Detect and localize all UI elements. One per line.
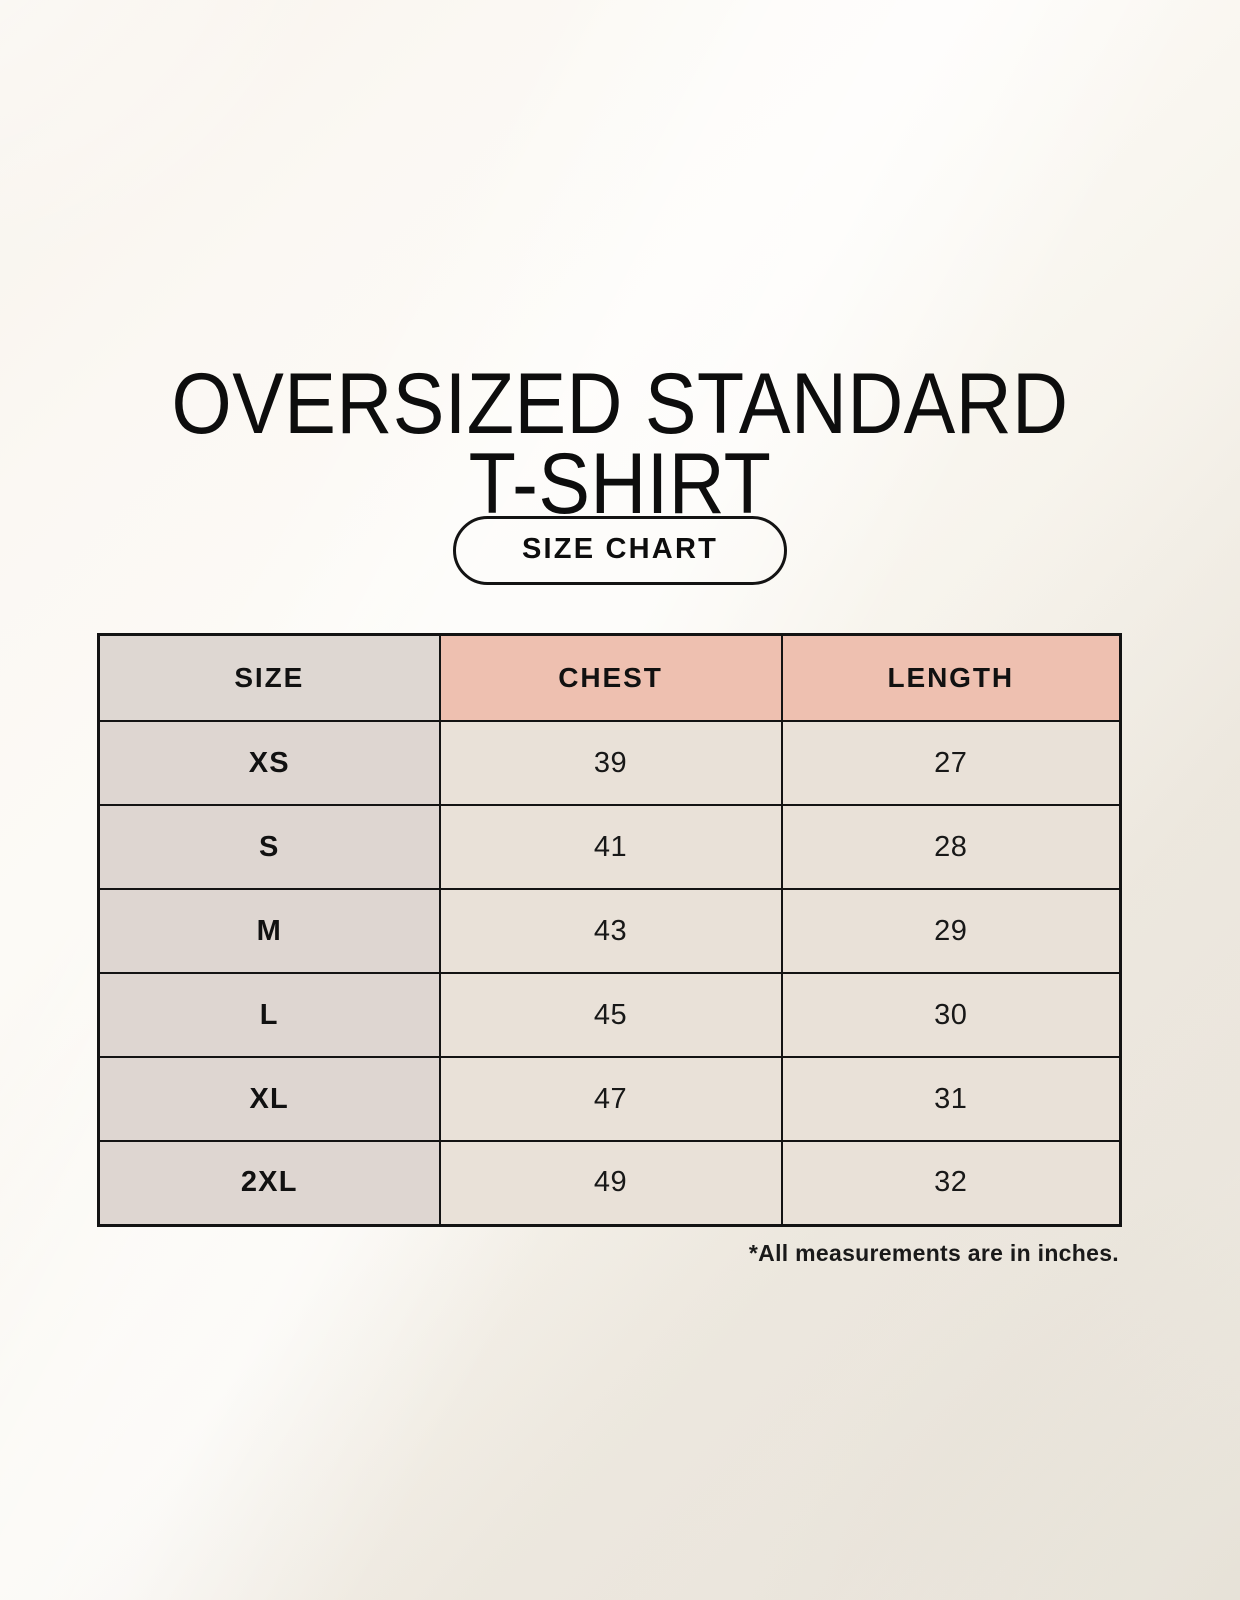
column-header-chest: CHEST [438,633,783,722]
size-table: SIZE CHEST LENGTH XS 39 27 S 41 28 M [97,633,1122,1227]
column-header-length: LENGTH [780,633,1122,722]
page-title: OVERSIZED STANDARD T-SHIRT [171,355,1069,533]
cell-chest: 47 [438,1056,783,1142]
size-chart-badge: SIZE CHART [453,516,787,585]
column-header-size: SIZE [97,633,441,722]
cell-chest: 45 [438,972,783,1058]
table-header: SIZE CHEST LENGTH [97,633,1122,722]
cell-chest: 49 [438,1140,783,1226]
size-table-container: SIZE CHEST LENGTH XS 39 27 S 41 28 M [97,633,1122,1227]
cell-size: 2XL [97,1140,441,1226]
table-header-row: SIZE CHEST LENGTH [97,633,1122,722]
cell-size: L [97,972,441,1058]
table-row: S 41 28 [97,804,1122,890]
cell-length: 31 [780,1056,1122,1142]
badge-container: SIZE CHART [0,516,1240,585]
cell-size: XS [97,720,441,806]
cell-length: 28 [780,804,1122,890]
cell-size: S [97,804,441,890]
cell-length: 30 [780,972,1122,1058]
table-row: XS 39 27 [97,720,1122,806]
table-body: XS 39 27 S 41 28 M 43 29 L 45 30 [97,720,1122,1226]
table-row: M 43 29 [97,888,1122,974]
cell-chest: 43 [438,888,783,974]
table-row: 2XL 49 32 [97,1140,1122,1226]
cell-length: 27 [780,720,1122,806]
cell-length: 29 [780,888,1122,974]
table-row: L 45 30 [97,972,1122,1058]
measurement-note: *All measurements are in inches. [748,1240,1119,1266]
cell-size: XL [97,1056,441,1142]
cell-chest: 41 [438,804,783,890]
cell-length: 32 [780,1140,1122,1226]
cell-size: M [97,888,441,974]
table-row: XL 47 31 [97,1056,1122,1142]
cell-chest: 39 [438,720,783,806]
